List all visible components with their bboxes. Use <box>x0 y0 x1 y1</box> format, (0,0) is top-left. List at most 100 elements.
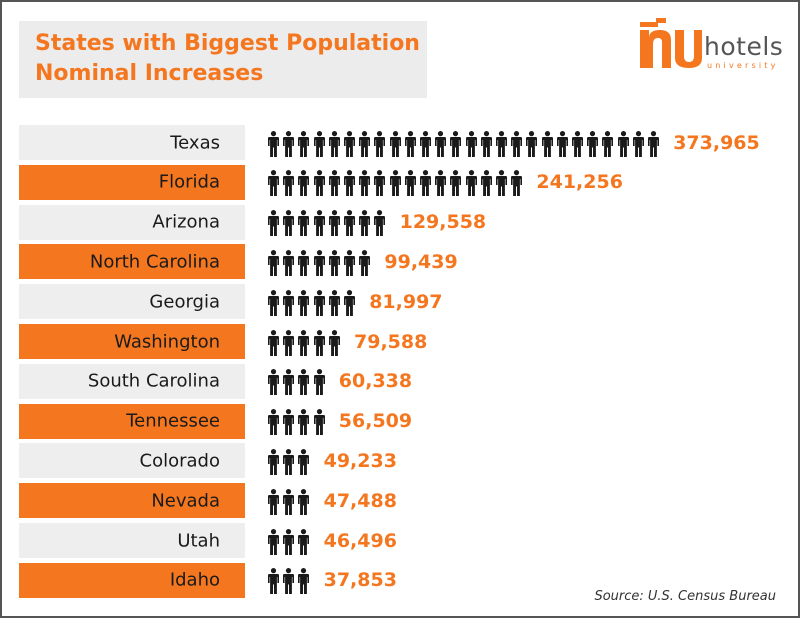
person-icon <box>328 329 340 360</box>
person-icon <box>298 329 310 360</box>
category-label: Idaho <box>169 569 220 591</box>
category-label: Florida <box>158 171 220 193</box>
person-icon <box>268 568 279 598</box>
person-icon <box>480 130 492 161</box>
category-row: Colorado <box>19 443 245 479</box>
person-icon <box>283 409 295 439</box>
icon-bar <box>268 329 344 356</box>
person-icon <box>374 210 386 240</box>
value-label: 46,496 <box>323 529 397 552</box>
category-label: Colorado <box>139 450 220 472</box>
person-icon <box>496 130 507 161</box>
category-label: Utah <box>177 530 220 551</box>
icon-bar <box>268 369 329 396</box>
person-icon <box>328 249 340 280</box>
person-icon <box>268 448 279 479</box>
category-row: Arizona <box>19 204 245 240</box>
icon-bar <box>268 289 359 316</box>
icon-bar <box>268 448 314 475</box>
category-row: Texas <box>19 125 245 160</box>
person-icon <box>526 130 538 161</box>
value-label: 99,439 <box>384 250 458 273</box>
person-icon <box>587 130 599 161</box>
person-icon <box>313 369 325 399</box>
icon-bar <box>268 409 329 436</box>
person-icon <box>283 568 295 598</box>
logo-mark-icon <box>640 18 702 68</box>
person-icon <box>268 289 279 320</box>
person-icon <box>420 170 431 200</box>
person-icon <box>283 448 295 479</box>
category-row: North Carolina <box>19 244 245 280</box>
person-icon <box>344 249 355 280</box>
person-icon <box>268 329 279 360</box>
chart-title-line-2: Nominal Increases <box>35 61 264 86</box>
person-icon <box>268 528 279 559</box>
person-icon <box>602 130 614 161</box>
person-icon <box>313 249 325 280</box>
person-icon <box>496 170 507 200</box>
category-row: Utah <box>19 523 245 558</box>
person-icon <box>648 130 659 161</box>
logo-subtitle: university <box>707 61 779 70</box>
person-icon <box>313 409 325 439</box>
value-label: 81,997 <box>369 290 443 313</box>
category-row: South Carolina <box>19 363 245 399</box>
person-icon <box>556 130 568 161</box>
person-icon <box>389 170 401 200</box>
icon-bar <box>268 130 663 157</box>
category-label: Georgia <box>149 291 220 313</box>
person-icon <box>511 170 523 200</box>
person-icon <box>344 210 355 240</box>
person-icon <box>465 130 477 161</box>
person-icon <box>344 170 355 200</box>
person-icon <box>298 369 310 399</box>
person-icon <box>283 249 295 280</box>
person-icon <box>328 289 340 320</box>
person-icon <box>541 130 553 161</box>
person-icon <box>328 170 340 200</box>
category-row: Florida <box>19 164 245 200</box>
value-label: 37,853 <box>323 569 397 592</box>
person-icon <box>283 170 295 200</box>
person-icon <box>298 528 310 559</box>
person-icon <box>283 528 295 559</box>
value-label: 47,488 <box>323 489 397 512</box>
hotels-university-logo: hotels university <box>636 18 786 72</box>
category-label: North Carolina <box>89 251 220 273</box>
person-icon <box>632 130 644 161</box>
person-icon <box>298 448 310 479</box>
category-row: Nevada <box>19 483 245 519</box>
person-icon <box>313 329 325 360</box>
person-icon <box>572 130 583 161</box>
title-box: States with Biggest Population Nominal I… <box>19 21 427 98</box>
person-icon <box>404 170 416 200</box>
value-label: 79,588 <box>354 330 428 353</box>
person-icon <box>374 170 386 200</box>
person-icon <box>344 130 355 161</box>
person-icon <box>404 130 416 161</box>
logo-wordmark: hotels <box>704 32 784 61</box>
person-icon <box>268 409 279 439</box>
person-icon <box>298 210 310 240</box>
person-icon <box>359 130 371 161</box>
category-label: Texas <box>170 132 220 153</box>
category-label: Tennessee <box>126 410 220 432</box>
person-icon <box>268 170 279 200</box>
category-row: Georgia <box>19 284 245 320</box>
person-icon <box>268 369 279 399</box>
person-icon <box>283 130 295 161</box>
person-icon <box>268 210 279 240</box>
person-icon <box>359 249 371 280</box>
value-label: 241,256 <box>536 171 623 194</box>
person-icon <box>435 170 447 200</box>
person-icon <box>328 210 340 240</box>
person-icon <box>298 130 310 161</box>
person-icon <box>283 488 295 519</box>
category-label: South Carolina <box>87 370 220 392</box>
person-icon <box>313 210 325 240</box>
value-label: 129,558 <box>399 211 487 234</box>
person-icon <box>374 130 386 161</box>
person-icon <box>450 170 462 200</box>
